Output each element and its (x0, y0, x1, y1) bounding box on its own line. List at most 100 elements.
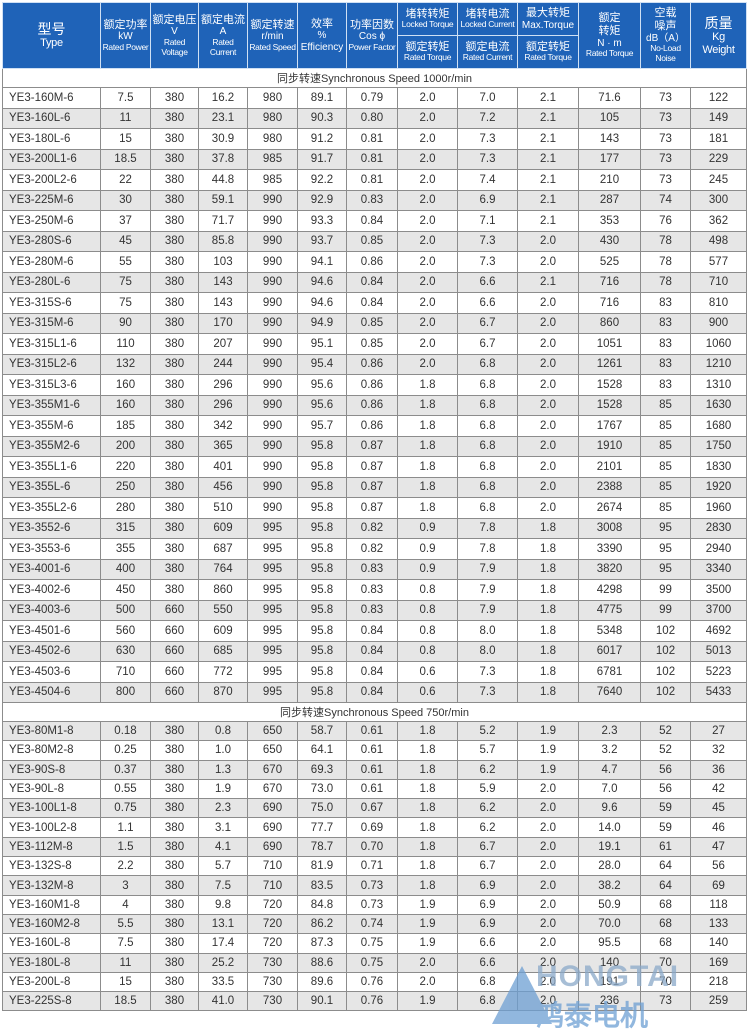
cell-value: 380 (150, 759, 199, 780)
cell-value: 58.7 (297, 720, 347, 742)
cell-value: 2.1 (517, 271, 579, 293)
cell-value: 380 (150, 720, 199, 742)
cell-value: 660 (150, 681, 199, 703)
cell-value: 0.79 (346, 87, 398, 109)
cell-value: 1310 (690, 374, 747, 396)
cell-value: 7.0 (457, 87, 518, 109)
cell-value: 730 (247, 991, 298, 1012)
cell-value: 73 (640, 87, 691, 109)
cell-value: 64 (640, 875, 691, 896)
cell-value: 95.4 (297, 353, 347, 375)
motor-spec-table: 型号 Type 额定功率 kW Rated Power 额定电压 V Rated Volt… (2, 2, 747, 1012)
cell-value: 2.3 (578, 720, 641, 742)
cell-value: 380 (150, 817, 199, 838)
cell-value: 4692 (690, 620, 747, 642)
table-row: YE3-315S-6 75 380 143 990 94.6 0.84 2.0 6.6 2.0 71… (2, 292, 747, 314)
cell-value: 860 (198, 579, 248, 601)
cell-value: 6.8 (457, 497, 518, 519)
cell-value: 380 (150, 579, 199, 601)
cell-value: 6.9 (457, 189, 518, 211)
cell-value: 3340 (690, 558, 747, 580)
cell-type: YE3-355M2-6 (2, 435, 101, 457)
cell-value: 85 (640, 476, 691, 498)
cell-value: 380 (150, 415, 199, 437)
col-noise: 空载 噪声 dB（A） No-Load Noise (640, 2, 691, 69)
noise-cn1: 空载 (654, 7, 677, 20)
cell-value: 7.3 (457, 230, 518, 252)
table-row: YE3-90L-8 0.55 380 1.9 670 73.0 0.61 1.8 5.9 2.0 7… (2, 778, 747, 800)
table-row: YE3-90S-8 0.37 380 1.3 670 69.3 0.61 1.8 6.2 1.9 4… (2, 759, 747, 780)
cell-value: 498 (690, 230, 747, 252)
cell-value: 4 (100, 894, 151, 915)
cell-value: 6.8 (457, 476, 518, 498)
cell-value: 4.7 (578, 759, 641, 780)
cell-value: 1767 (578, 415, 641, 437)
cell-type: YE3-100L2-8 (2, 817, 101, 838)
cell-value: 90 (100, 312, 151, 334)
cell-value: 218 (690, 971, 747, 993)
cell-value: 132 (100, 353, 151, 375)
cell-value: 0.8 (397, 599, 458, 621)
cell-value: 1.8 (517, 620, 579, 642)
cell-value: 2.0 (517, 415, 579, 437)
cell-value: 0.6 (397, 661, 458, 683)
cell-value: 4775 (578, 599, 641, 621)
cell-value: 550 (198, 599, 248, 621)
cell-value: 1910 (578, 435, 641, 457)
cell-type: YE3-355L-6 (2, 476, 101, 498)
cell-value: 102 (640, 681, 691, 703)
weight-unit: Kg (712, 30, 725, 43)
cell-value: 7.4 (457, 169, 518, 191)
cell-value: 71.6 (578, 87, 641, 109)
cell-value: 74 (640, 189, 691, 211)
cell-value: 2940 (690, 538, 747, 560)
cell-value: 2.0 (397, 353, 458, 375)
cell-value: 1.8 (397, 740, 458, 761)
cell-value: 342 (198, 415, 248, 437)
cell-value: 0.86 (346, 394, 398, 416)
cell-type: YE3-90S-8 (2, 759, 101, 780)
cell-value: 380 (150, 476, 199, 498)
cell-value: 990 (247, 394, 298, 416)
cell-value: 244 (198, 353, 248, 375)
cell-value: 69 (690, 875, 747, 896)
cell-value: 685 (198, 640, 248, 662)
col-locked-torque-bottom: 额定转矩 Rated Torque (397, 35, 458, 69)
cell-value: 88.6 (297, 952, 347, 973)
cell-value: 660 (150, 640, 199, 662)
cell-value: 0.81 (346, 169, 398, 191)
cell-value: 2.0 (397, 952, 458, 973)
cell-value: 6.8 (457, 971, 518, 993)
cell-value: 99 (640, 599, 691, 621)
cell-value: 59 (640, 817, 691, 838)
col-power: 额定功率 kW Rated Power (100, 2, 151, 69)
noise-en: No-Load Noise (650, 43, 681, 63)
col-max-torque-top: 最大转矩 Max.Torque (517, 2, 579, 36)
cell-value: 85 (640, 497, 691, 519)
cell-value: 85.8 (198, 230, 248, 252)
cell-value: 90.3 (297, 107, 347, 129)
cell-value: 14.0 (578, 817, 641, 838)
cell-type: YE3-4503-6 (2, 661, 101, 683)
cell-type: YE3-4504-6 (2, 681, 101, 703)
rt-cn1: 额定 (598, 12, 621, 25)
table-row: YE3-280L-6 75 380 143 990 94.6 0.84 2.0 6.6 2.1 71… (2, 271, 747, 293)
table-row: YE3-4003-6 500 660 550 995 95.8 0.83 0.8 7.9 1.8 4… (2, 599, 747, 621)
col-rated-torque: 额定 转矩 N · m Rated Torque (578, 2, 641, 69)
cell-value: 380 (150, 798, 199, 819)
cell-value: 1.0 (198, 740, 248, 761)
cell-value: 185 (100, 415, 151, 437)
cell-value: 1.8 (397, 856, 458, 877)
cell-value: 229 (690, 148, 747, 170)
cell-value: 0.8 (397, 620, 458, 642)
cell-value: 207 (198, 333, 248, 355)
cell-value: 7.5 (100, 87, 151, 109)
cell-value: 6.2 (457, 759, 518, 780)
cell-value: 990 (247, 374, 298, 396)
section-header-row: 同步转速Synchronous Speed 1000r/min (2, 68, 747, 88)
cell-value: 68 (640, 933, 691, 954)
cell-value: 670 (247, 778, 298, 800)
col-efficiency-en: Efficiency (300, 41, 344, 53)
rt-cn2: 转矩 (598, 24, 621, 37)
cell-value: 1750 (690, 435, 747, 457)
